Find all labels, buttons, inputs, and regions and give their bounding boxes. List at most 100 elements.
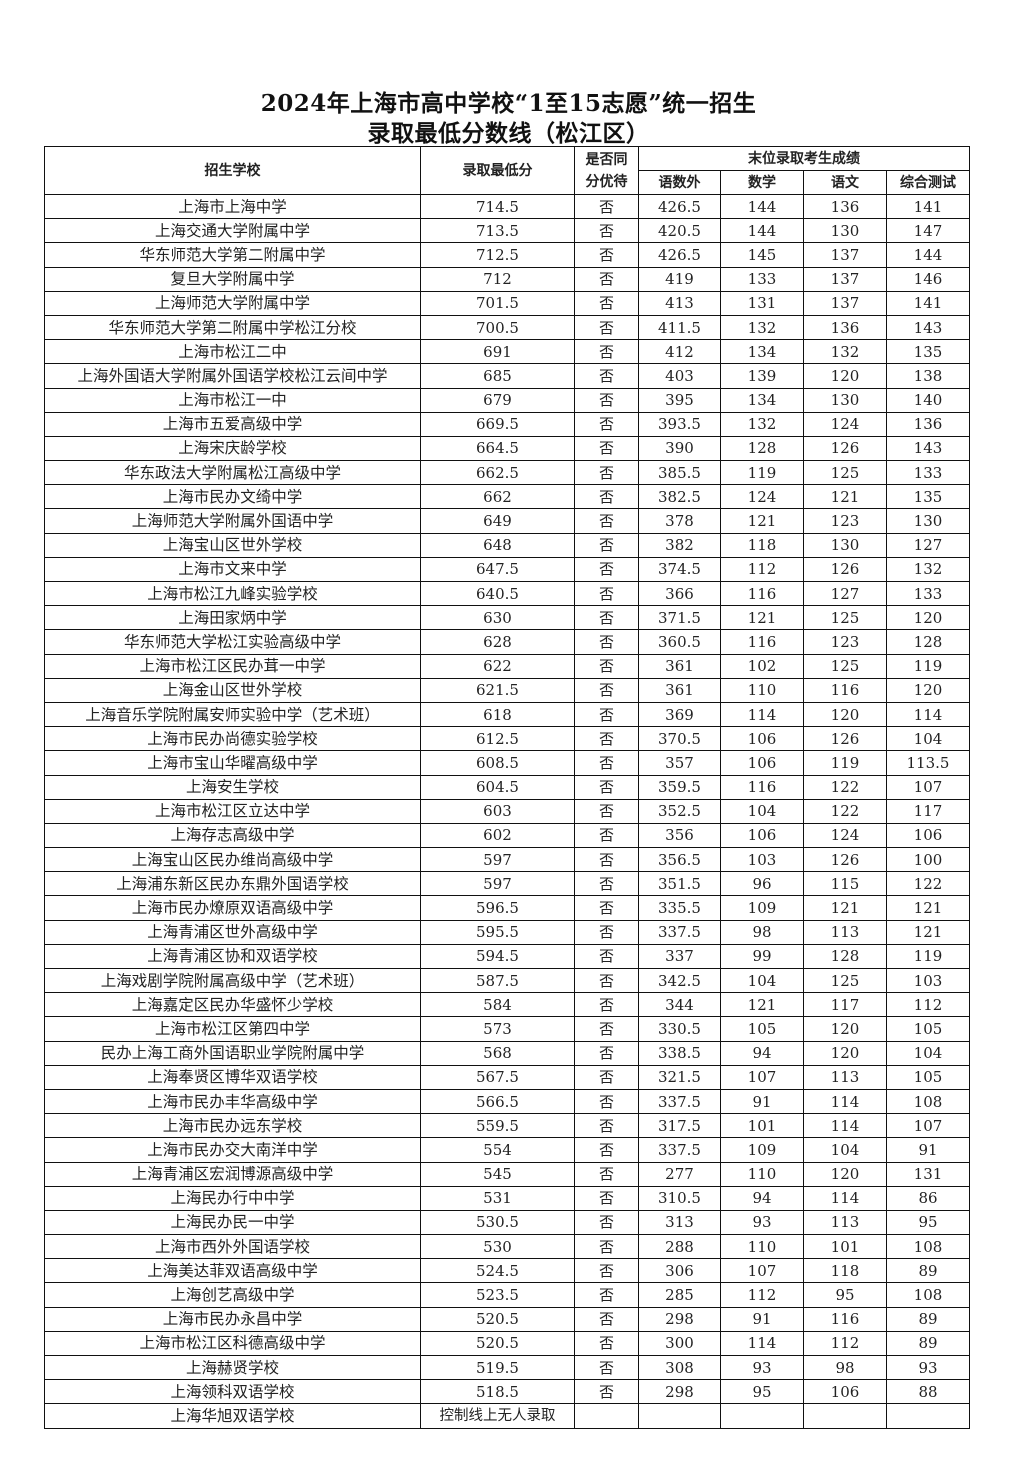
table-row: 上海市松江二中 691 否 412 134 132 135 [44, 339, 970, 365]
cell-math: 94 [720, 1185, 804, 1211]
cell-total-cme: 285 [638, 1282, 721, 1308]
cell-tie-priority: 否 [574, 508, 639, 534]
cell-min-score: 530 [420, 1234, 575, 1260]
cell-total-cme: 306 [638, 1258, 721, 1284]
header-last-admitted-scores: 末位录取考生成绩 [638, 146, 970, 171]
cell-total-cme: 390 [638, 435, 721, 462]
table-row: 上海嘉定区民办华盛怀少学校 584 否 344 121 117 112 [44, 992, 970, 1018]
cell-math: 145 [720, 242, 804, 268]
cell-chinese: 106 [803, 1379, 887, 1405]
cell-school: 上海浦东新区民办东鼎外国语学校 [44, 871, 421, 897]
cell-math: 98 [720, 919, 804, 945]
cell-school: 上海宝山区民办维尚高级中学 [44, 847, 421, 873]
cell-min-score: 630 [420, 605, 575, 631]
cell-comprehensive: 108 [886, 1234, 970, 1260]
cell-comprehensive: 143 [886, 314, 970, 341]
table-row: 上海市松江九峰实验学校 640.5 否 366 116 127 133 [44, 580, 970, 607]
cell-school: 上海市松江区民办茸一中学 [44, 653, 421, 679]
cell-total-cme [638, 1403, 721, 1429]
cell-school: 上海金山区世外学校 [44, 677, 421, 703]
cell-min-score: 712 [420, 266, 575, 292]
table-row: 复旦大学附属中学 712 否 419 133 137 146 [44, 266, 970, 292]
cell-min-score: 714.5 [420, 193, 575, 220]
table-row: 上海市松江区民办茸一中学 622 否 361 102 125 119 [44, 653, 970, 679]
cell-tie-priority: 否 [574, 677, 639, 703]
header-tie-priority-text: 是否同分优待 [585, 151, 628, 190]
table-row: 上海青浦区宏润博源高级中学 545 否 277 110 120 131 [44, 1161, 970, 1187]
cell-min-score: 679 [420, 387, 575, 413]
cell-school: 上海领科双语学校 [44, 1379, 421, 1405]
cell-total-cme: 337.5 [638, 1088, 721, 1115]
cell-comprehensive: 93 [886, 1354, 970, 1381]
cell-school: 上海市松江二中 [44, 339, 421, 365]
cell-school: 上海市松江区立达中学 [44, 798, 421, 824]
cell-math: 114 [720, 1330, 804, 1357]
cell-min-score: 685 [420, 363, 575, 389]
cell-school: 上海市上海中学 [44, 193, 421, 220]
cell-total-cme: 426.5 [638, 242, 721, 268]
cell-school: 上海市民办永昌中学 [44, 1306, 421, 1332]
cell-chinese: 101 [803, 1234, 887, 1260]
cell-school: 上海宝山区世外学校 [44, 532, 421, 558]
cell-tie-priority: 否 [574, 701, 639, 728]
cell-chinese: 122 [803, 798, 887, 824]
cell-tie-priority: 否 [574, 1161, 639, 1187]
table-row: 上海市文来中学 647.5 否 374.5 112 126 132 [44, 556, 970, 583]
cell-tie-priority: 否 [574, 266, 639, 292]
table-row: 上海市民办燎原双语高级中学 596.5 否 335.5 109 121 121 [44, 895, 970, 921]
cell-min-score: 612.5 [420, 726, 575, 752]
cell-comprehensive: 135 [886, 484, 970, 510]
cell-school: 上海市松江九峰实验学校 [44, 580, 421, 607]
cell-min-score: 531 [420, 1185, 575, 1211]
cell-tie-priority: 否 [574, 387, 639, 413]
cell-math: 101 [720, 1113, 804, 1139]
cell-chinese: 137 [803, 290, 887, 316]
cell-min-score: 573 [420, 1016, 575, 1042]
cell-tie-priority: 否 [574, 798, 639, 824]
cell-tie-priority: 否 [574, 1040, 639, 1066]
cell-total-cme: 308 [638, 1354, 721, 1381]
cell-min-score: 618 [420, 701, 575, 728]
cell-min-score: 524.5 [420, 1258, 575, 1284]
cell-chinese: 125 [803, 460, 887, 486]
table-row: 民办上海工商外国语职业学院附属中学 568 否 338.5 94 120 104 [44, 1040, 970, 1066]
cell-min-score: 649 [420, 508, 575, 534]
cell-chinese: 120 [803, 1016, 887, 1042]
table-row: 上海市民办交大南洋中学 554 否 337.5 109 104 91 [44, 1137, 970, 1163]
cell-total-cme: 321.5 [638, 1064, 721, 1090]
cell-math: 107 [720, 1064, 804, 1090]
cell-math: 93 [720, 1209, 804, 1236]
cell-tie-priority: 否 [574, 847, 639, 873]
cell-comprehensive: 108 [886, 1088, 970, 1115]
cell-school: 上海创艺高级中学 [44, 1282, 421, 1308]
cell-chinese: 120 [803, 701, 887, 728]
cell-min-score: 523.5 [420, 1282, 575, 1308]
cell-min-score: 597 [420, 871, 575, 897]
cell-total-cme: 288 [638, 1234, 721, 1260]
cell-school: 上海青浦区宏润博源高级中学 [44, 1161, 421, 1187]
table-row: 上海交通大学附属中学 713.5 否 420.5 144 130 147 [44, 218, 970, 244]
cell-tie-priority: 否 [574, 967, 639, 994]
table-row: 上海华旭双语学校 控制线上无人录取 [44, 1403, 970, 1429]
cell-chinese: 123 [803, 629, 887, 655]
cell-chinese: 125 [803, 967, 887, 994]
cell-min-score: 597 [420, 847, 575, 873]
cell-tie-priority: 否 [574, 1306, 639, 1332]
table-row: 上海师范大学附属中学 701.5 否 413 131 137 141 [44, 290, 970, 316]
cell-min-score: 控制线上无人录取 [420, 1403, 575, 1429]
cell-comprehensive: 131 [886, 1161, 970, 1187]
cell-min-score: 691 [420, 339, 575, 365]
cell-min-score: 621.5 [420, 677, 575, 703]
cell-math: 118 [720, 532, 804, 558]
cell-total-cme: 344 [638, 992, 721, 1018]
cell-chinese: 119 [803, 750, 887, 776]
cell-chinese: 98 [803, 1354, 887, 1381]
cell-tie-priority: 否 [574, 1258, 639, 1284]
cell-math: 110 [720, 1234, 804, 1260]
cell-tie-priority: 否 [574, 242, 639, 268]
cell-chinese: 118 [803, 1258, 887, 1284]
cell-total-cme: 426.5 [638, 193, 721, 220]
cell-tie-priority: 否 [574, 992, 639, 1018]
cell-school: 华东政法大学附属松江高级中学 [44, 460, 421, 486]
table-row: 上海宝山区民办维尚高级中学 597 否 356.5 103 126 100 [44, 847, 970, 873]
